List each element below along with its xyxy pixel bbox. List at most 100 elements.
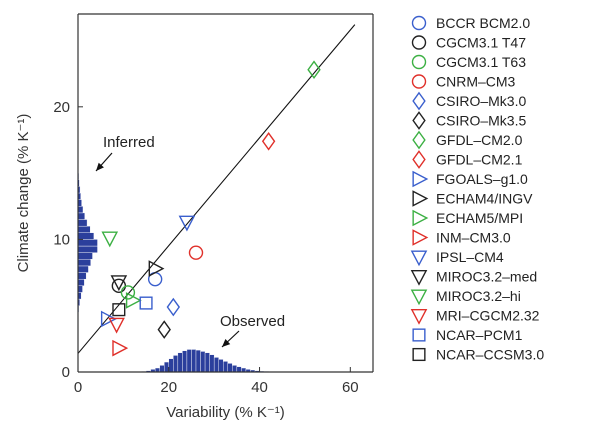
observed-bar — [173, 355, 179, 373]
data-point — [101, 231, 119, 248]
fit-line-group — [77, 24, 356, 354]
legend-label: FGOALS–g1.0 — [436, 171, 528, 187]
legend-label: CGCM3.1 T47 — [436, 35, 526, 51]
legend-label: BCCR BCM2.0 — [436, 15, 530, 31]
data-point — [110, 275, 128, 292]
legend-marker — [410, 308, 428, 325]
observed-bar — [177, 352, 183, 373]
legend-label: IPSL–CM4 — [436, 249, 504, 265]
legend-label: CSIRO–Mk3.0 — [436, 93, 526, 109]
data-points — [100, 60, 321, 357]
legend-marker — [412, 150, 426, 169]
legend-marker — [411, 74, 427, 89]
observed-bar — [186, 349, 192, 373]
observed-bar — [191, 349, 197, 373]
inferred-bar — [77, 219, 88, 227]
legend-marker — [412, 209, 429, 227]
data-point — [307, 60, 321, 80]
x-tick-label: 40 — [251, 379, 268, 396]
y-tick-label: 0 — [62, 364, 70, 381]
observed-bar — [195, 349, 201, 373]
legend-label: CGCM3.1 T63 — [436, 54, 526, 70]
data-point — [112, 339, 129, 357]
legend-label: CNRM–CM3 — [436, 74, 516, 90]
inferred-bar — [77, 265, 89, 273]
data-point — [178, 215, 196, 232]
ticks: 0 20 40 60 0 10 20 — [53, 99, 358, 396]
observed-bar — [232, 365, 238, 373]
histogram-observed — [141, 349, 278, 373]
axes — [77, 13, 374, 373]
data-point — [157, 320, 171, 339]
y-axis-label: Climate change (% K⁻¹) — [15, 114, 32, 273]
legend-marker — [411, 35, 427, 50]
observed-bar — [227, 363, 233, 373]
legend-marker — [412, 170, 429, 188]
observed-bar — [204, 352, 210, 373]
legend-label: ECHAM5/MPI — [436, 210, 523, 226]
observed-bar — [213, 357, 219, 373]
legend-label: ECHAM4/INGV — [436, 191, 533, 207]
legend-marker — [412, 229, 429, 246]
legend-marker — [411, 54, 427, 70]
legend-label: NCAR–CCSM3.0 — [436, 347, 544, 363]
observed-bar — [236, 366, 242, 373]
y-tick-label: 20 — [53, 99, 70, 116]
data-point — [139, 296, 153, 310]
data-point — [148, 260, 165, 277]
legend-marker — [411, 15, 427, 31]
observed-bar — [200, 351, 206, 373]
legend-marker — [412, 347, 426, 362]
data-point — [120, 285, 136, 300]
inferred-bar — [77, 272, 87, 280]
inferred-bar — [77, 232, 95, 240]
x-axis-label: Variability (% K⁻¹) — [166, 404, 285, 421]
histogram-inferred — [77, 166, 98, 313]
annotation-inferred-arrowhead — [96, 162, 104, 171]
inferred-bar — [77, 259, 91, 267]
legend-label: INM–CM3.0 — [436, 230, 511, 246]
data-point — [166, 297, 181, 317]
legend-marker — [412, 190, 429, 207]
legend-marker — [412, 130, 426, 150]
x-tick-label: 20 — [160, 379, 177, 396]
legend-marker — [410, 269, 428, 286]
legend-marker — [412, 91, 426, 111]
data-point — [261, 131, 276, 151]
inferred-bar — [77, 225, 91, 233]
legend-label: GFDL–CM2.0 — [436, 132, 523, 148]
data-point — [188, 245, 204, 260]
inferred-bar — [77, 239, 98, 247]
legend: BCCR BCM2.0 CGCM3.1 T47 CGCM3.1 T63 CNRM–CM… — [410, 15, 544, 363]
annotations: Inferred Observed — [95, 134, 285, 348]
regression-line — [77, 24, 356, 354]
inferred-bar — [77, 206, 84, 214]
x-tick-label: 60 — [342, 379, 359, 396]
observed-bar — [159, 365, 165, 373]
observed-bar — [168, 358, 174, 373]
legend-label: MIROC3.2–hi — [436, 288, 521, 304]
observed-bar — [223, 361, 228, 373]
x-tick-label: 0 — [74, 379, 82, 396]
legend-marker — [412, 111, 426, 130]
inferred-bar — [77, 285, 83, 293]
observed-bar — [209, 354, 215, 373]
inferred-bar — [77, 278, 85, 287]
observed-bar — [218, 359, 224, 373]
legend-label: CSIRO–Mk3.5 — [436, 113, 526, 129]
observed-bar — [182, 350, 188, 373]
annotation-observed: Observed — [220, 313, 285, 330]
y-tick-label: 10 — [53, 231, 70, 248]
legend-label: MRI–CGCM2.32 — [436, 308, 540, 324]
inferred-bar — [77, 252, 93, 260]
legend-marker — [410, 250, 428, 267]
annotation-observed-arrowhead — [222, 338, 231, 347]
data-point — [108, 317, 125, 334]
legend-marker — [410, 289, 428, 306]
annotation-inferred: Inferred — [103, 134, 155, 151]
data-point — [125, 292, 142, 309]
legend-label: MIROC3.2–med — [436, 269, 537, 285]
inferred-bar — [77, 245, 98, 253]
data-point — [100, 310, 117, 328]
inferred-bar — [77, 212, 86, 220]
